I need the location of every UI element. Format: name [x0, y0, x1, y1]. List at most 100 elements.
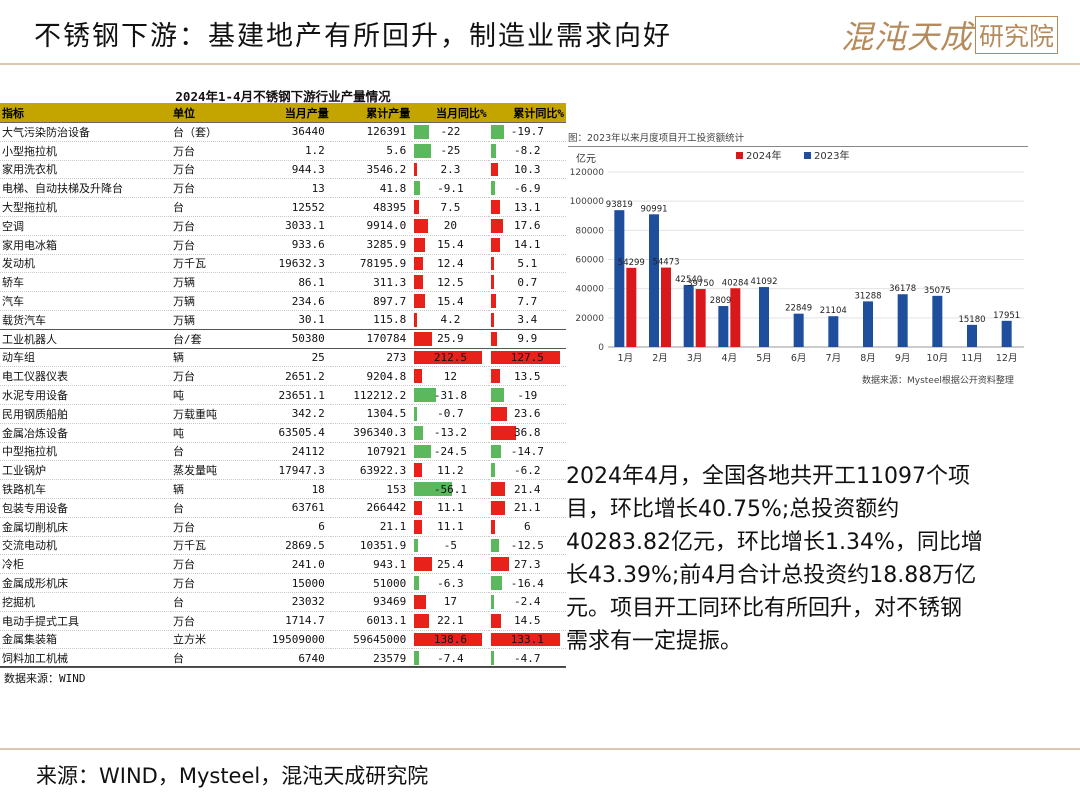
cumulative-yoy-cell: 133.1: [488, 630, 566, 650]
x-tick-label: 12月: [996, 353, 1018, 364]
monthly-yoy-cell: 138.6: [412, 630, 489, 650]
monthly-yoy-value: 212.5: [433, 350, 467, 364]
monthly-yoy-cell: -31.8: [412, 385, 489, 405]
monthly-yoy-cell: 25.9: [412, 329, 489, 349]
unit-cell: 万台: [171, 235, 258, 255]
cumulative-yoy-bar: [490, 594, 494, 609]
data-label-2023: 41092: [750, 277, 777, 287]
cumulative-yoy-value: -2.4: [514, 595, 541, 609]
legend-swatch: [736, 152, 743, 159]
cumulative-yoy-cell: 14.5: [488, 611, 566, 631]
indicator-cell: 大气污染防治设备: [0, 122, 172, 142]
cumulative-yoy-cell: 36.8: [488, 423, 566, 443]
cumulative-yoy-value: -8.2: [514, 144, 541, 158]
unit-cell: 辆: [171, 479, 258, 499]
cumulative-yoy-bar: [490, 162, 498, 177]
monthly-yoy-bar: [414, 256, 423, 271]
monthly-yoy-bar: [414, 406, 418, 421]
monthly-yoy-value: -9.1: [437, 181, 464, 195]
paragraph-line: 2024年4月，全国各地共开工11097个项: [566, 464, 970, 489]
cumulative-yoy-value: 5.1: [517, 256, 538, 270]
monthly-output-cell: 234.6: [257, 291, 331, 311]
unit-cell: 万千瓦: [171, 254, 258, 274]
cumulative-output-cell: 59645000: [330, 630, 413, 650]
data-label-2023: 15180: [958, 315, 985, 325]
monthly-yoy-cell: 4.2: [412, 310, 489, 330]
column-header: 当月产量: [257, 103, 331, 123]
monthly-output-cell: 13: [257, 178, 331, 199]
paragraph-line: 元。项目开工同环比有所回升，对不锈钢: [566, 596, 963, 621]
y-tick-label: 20000: [575, 314, 604, 324]
monthly-yoy-bar: [414, 519, 422, 534]
logo-sub-text: 研究院: [974, 16, 1058, 54]
cumulative-yoy-bar: [490, 388, 504, 402]
table-row: 金属成形机床 万台 15000 51000 -6.3 -16.4: [0, 573, 566, 593]
monthly-yoy-cell: 11.2: [412, 460, 489, 481]
indicator-cell: 家用洗衣机: [0, 160, 172, 180]
cumulative-yoy-cell: -14.7: [488, 442, 566, 462]
monthly-output-cell: 19509000: [257, 630, 331, 650]
unit-cell: 万台: [171, 216, 258, 236]
cumulative-yoy-value: 17.6: [514, 219, 541, 233]
monthly-output-cell: 342.2: [257, 404, 331, 424]
y-tick-label: 0: [598, 343, 604, 353]
table-row: 金属集装箱 立方米 19509000 59645000 138.6 133.1: [0, 630, 566, 650]
table-row: 家用洗衣机 万台 944.3 3546.2 2.3 10.3: [0, 160, 566, 180]
cumulative-yoy-bar: [490, 632, 560, 647]
bar-2023: [967, 324, 977, 347]
bar-2023: [718, 306, 729, 347]
cumulative-yoy-value: -12.5: [510, 538, 544, 552]
column-header: 指标: [0, 103, 172, 123]
monthly-yoy-cell: -24.5: [412, 442, 489, 462]
cumulative-yoy-bar: [490, 444, 501, 459]
monthly-yoy-value: -6.3: [437, 576, 464, 590]
cumulative-yoy-bar: [490, 143, 497, 158]
column-header: 累计产量: [330, 103, 413, 123]
cumulative-yoy-bar: [490, 500, 506, 515]
cumulative-yoy-bar: [490, 181, 496, 196]
paragraph-line: 40283.82亿元，环比增长1.34%，同比增: [566, 530, 983, 555]
table-bottom-divider: [0, 666, 566, 667]
cumulative-output-cell: 5.6: [330, 141, 413, 161]
monthly-yoy-value: 12: [443, 369, 458, 383]
chart-title-divider: [568, 146, 1028, 147]
table-row: 铁路机车辆 18 153 -56.1 21.4: [0, 479, 566, 499]
bar-2024: [730, 288, 741, 347]
monthly-yoy-bar: [414, 200, 420, 214]
cumulative-yoy-cell: 23.6: [488, 404, 566, 424]
table-row: 金属切削机床 万台 6 21.1 11.1 6: [0, 517, 566, 537]
monthly-yoy-bar: [414, 557, 432, 572]
monthly-output-cell: 2869.5: [257, 536, 331, 556]
monthly-yoy-cell: 15.4: [412, 235, 489, 255]
monthly-yoy-value: 12.5: [437, 275, 464, 289]
monthly-yoy-bar: [414, 369, 423, 384]
monthly-output-cell: 1714.7: [257, 611, 331, 631]
cumulative-yoy-cell: 9.9: [488, 329, 566, 349]
monthly-output-cell: 23651.1: [257, 385, 331, 405]
table-row: 电工仪器仪表 万台 2651.2 9204.8 12 13.5: [0, 366, 566, 387]
monthly-output-cell: 1.2: [257, 141, 331, 161]
monthly-yoy-bar: [414, 388, 436, 402]
cumulative-yoy-value: -6.9: [514, 181, 541, 195]
table-row: 大气污染防治设备 台（套） 36440 126391 -22 -19.7: [0, 122, 566, 142]
monthly-yoy-value: 11.1: [437, 520, 464, 534]
cumulative-yoy-cell: 27.3: [488, 554, 566, 575]
cumulative-yoy-cell: 17.6: [488, 216, 566, 236]
cumulative-yoy-cell: -6.9: [488, 178, 566, 199]
indicator-cell: 载货汽车: [0, 310, 172, 330]
cumulative-output-cell: 396340.3: [330, 423, 413, 443]
cumulative-yoy-bar: [490, 463, 495, 478]
legend-swatch: [804, 152, 811, 159]
table-row: 电动手提式工具 万台 1714.7 6013.1 22.1 14.5: [0, 611, 566, 631]
cumulative-yoy-cell: -6.2: [488, 460, 566, 481]
monthly-yoy-cell: -5: [412, 536, 489, 556]
bar-2023: [1001, 320, 1012, 347]
monthly-output-cell: 944.3: [257, 160, 331, 180]
cumulative-output-cell: 311.3: [330, 272, 413, 293]
table-row: 汽车 万辆 234.6 897.7 15.4 7.7: [0, 291, 566, 311]
y-tick-label: 80000: [575, 226, 604, 236]
indicator-cell: 发动机: [0, 254, 172, 274]
cumulative-yoy-value: 6: [523, 520, 531, 534]
monthly-yoy-value: -22: [440, 125, 461, 139]
indicator-cell: 汽车: [0, 291, 172, 311]
